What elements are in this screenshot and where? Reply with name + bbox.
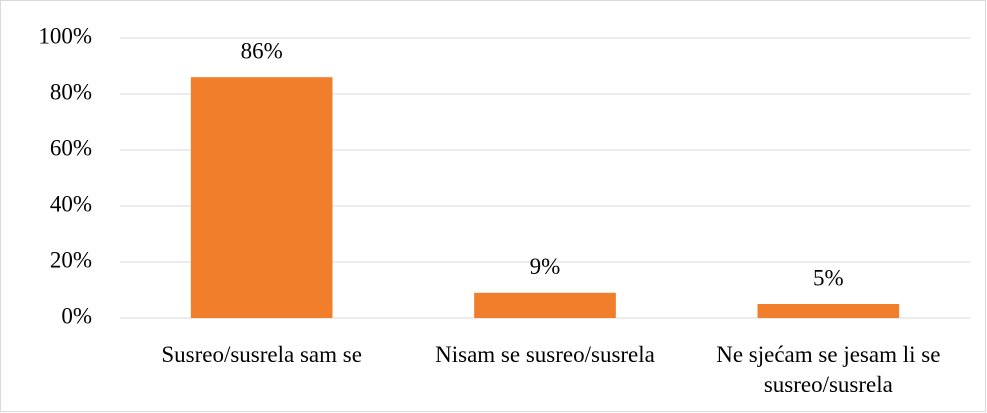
y-tick-label: 80% <box>50 79 92 104</box>
y-tick-label: 60% <box>50 135 92 160</box>
y-tick-label: 40% <box>50 191 92 216</box>
data-label: 9% <box>530 254 561 279</box>
x-tick-label: Susreo/susrela sam se <box>161 342 362 367</box>
y-tick-label: 0% <box>61 303 92 328</box>
data-label: 5% <box>813 265 844 290</box>
bar <box>757 304 900 318</box>
x-tick-label: Nisam se susreo/susrela <box>435 342 655 367</box>
y-tick-label: 20% <box>50 247 92 272</box>
data-label: 86% <box>241 38 283 63</box>
x-tick-label: Ne sjećam se jesam li se susreo/susrela <box>716 342 941 397</box>
bar <box>190 77 333 318</box>
y-tick-label: 100% <box>38 23 92 48</box>
bar <box>474 292 616 318</box>
